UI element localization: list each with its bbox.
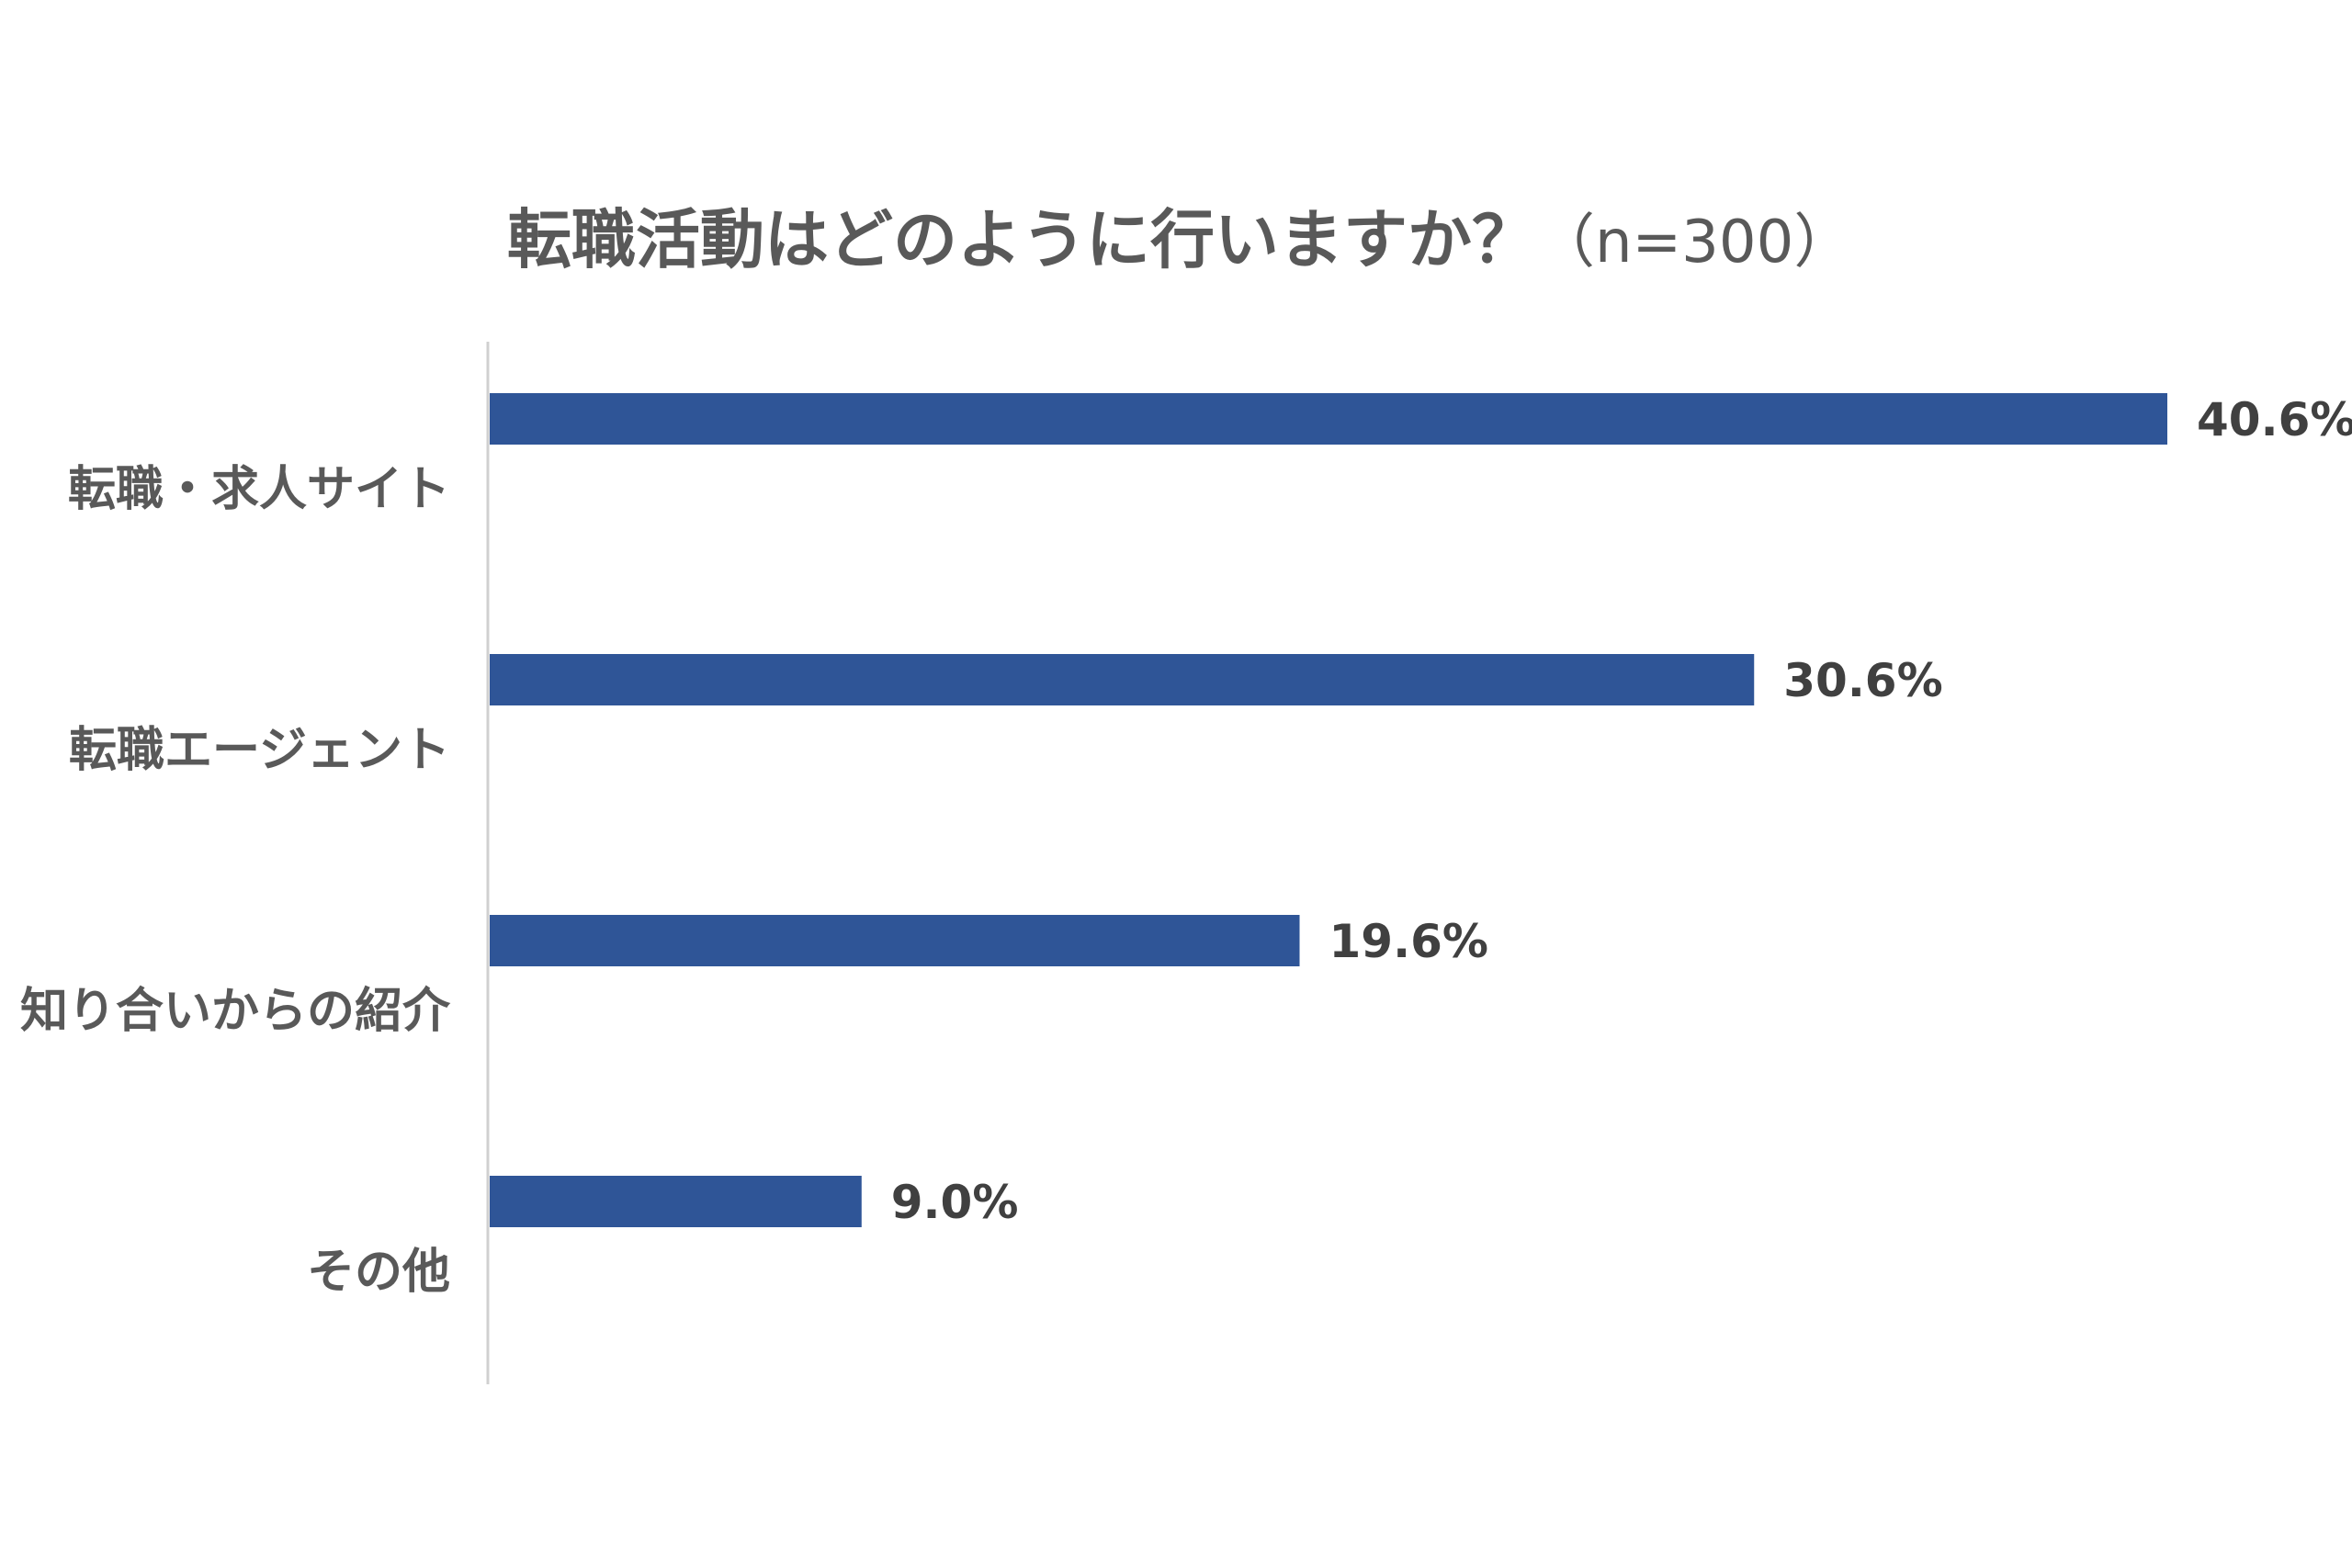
bar-2 <box>490 654 1755 705</box>
chart-title: 転職活動はどのように行いますか？（n=300） <box>507 202 1852 277</box>
bar-4 <box>490 1176 862 1227</box>
chart-title-main: 転職活動はどのように行いますか？ <box>507 202 1536 277</box>
category-label-2: 転職エージェント <box>69 723 450 778</box>
labels-layer: 40.6% 転職・求人サイト 30.6% 転職エージェント 19.6% 知り合いからの紹介… <box>20 393 2352 1300</box>
chart-title-sample-size: （n=300） <box>1536 209 1852 276</box>
category-label-4: その他 <box>307 1245 450 1300</box>
value-label-2: 30.6% <box>1783 654 1942 707</box>
bar-1 <box>490 393 2167 445</box>
category-label-1: 転職・求人サイト <box>68 462 450 517</box>
value-label-4: 9.0% <box>891 1176 1019 1229</box>
value-label-3: 19.6% <box>1329 915 1488 968</box>
bar-3 <box>490 915 1300 966</box>
value-label-1: 40.6% <box>2197 393 2352 446</box>
category-label-3: 知り合いからの紹介 <box>20 984 451 1039</box>
bars-layer <box>490 393 2167 1227</box>
